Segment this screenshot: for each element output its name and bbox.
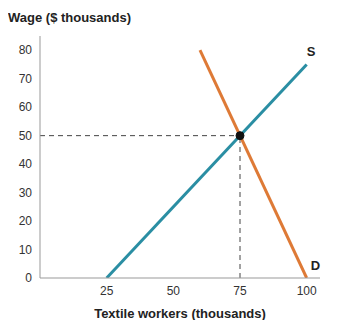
svg-text:0: 0	[25, 271, 32, 285]
svg-text:80: 80	[19, 43, 33, 57]
html-text:Wage ($ thousands): Wage ($ thousands)	[8, 10, 131, 25]
svg-text:S: S	[307, 44, 316, 59]
svg-text:D: D	[311, 258, 320, 273]
svg-text:40: 40	[19, 157, 33, 171]
svg-text:50: 50	[19, 129, 33, 143]
svg-text:30: 30	[19, 186, 33, 200]
svg-text:100: 100	[297, 284, 317, 298]
svg-text:75: 75	[233, 284, 247, 298]
svg-text:60: 60	[19, 100, 33, 114]
svg-text:25: 25	[100, 284, 114, 298]
svg-text:10: 10	[19, 243, 33, 257]
svg-text:70: 70	[19, 72, 33, 86]
svg-text:20: 20	[19, 214, 33, 228]
svg-text:50: 50	[167, 284, 181, 298]
svg-text:Textile workers (thousands): Textile workers (thousands)	[94, 306, 266, 320]
